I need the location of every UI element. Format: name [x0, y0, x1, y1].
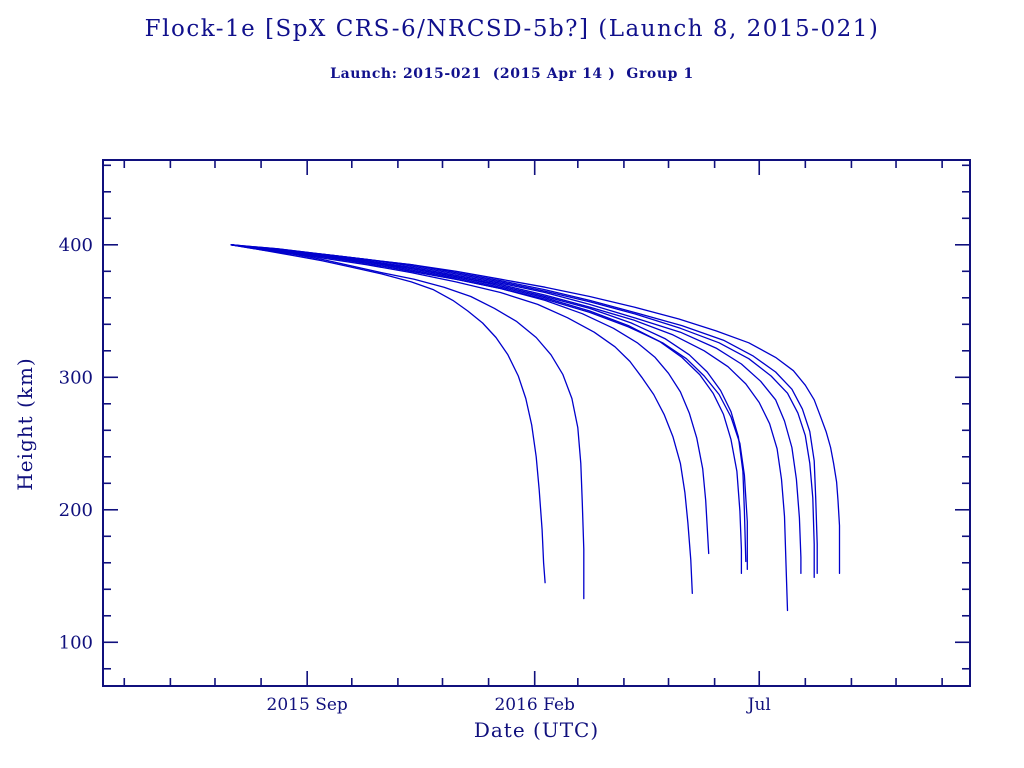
y-tick-label: 200 [59, 500, 93, 521]
plot-frame [102, 159, 971, 687]
x-axis-title: Date (UTC) [473, 718, 600, 742]
y-tick-label: 400 [59, 235, 93, 256]
decay-curve [230, 244, 802, 575]
decay-curve [230, 244, 585, 600]
decay-curve [230, 244, 693, 594]
y-tick-label: 300 [59, 367, 93, 388]
decay-curve [230, 244, 748, 571]
decay-curve [230, 244, 710, 555]
decay-curve [230, 244, 546, 584]
x-tick-label: Jul [746, 695, 771, 715]
y-axis-title: Height (km) [13, 357, 37, 491]
y-tick-label: 100 [59, 632, 93, 653]
plot-subtitle: Launch: 2015-021 (2015 Apr 14 ) Group 1 [330, 66, 694, 82]
decay-curve [230, 244, 789, 612]
decay-curve [230, 244, 841, 575]
x-tick-label: 2015 Sep [267, 695, 348, 715]
x-tick-label: 2016 Feb [494, 695, 575, 715]
decay-curve [230, 244, 747, 563]
decay-curve [230, 244, 743, 575]
plot-title: Flock-1e [SpX CRS-6/NRCSD-5b?] (Launch 8… [144, 16, 880, 42]
